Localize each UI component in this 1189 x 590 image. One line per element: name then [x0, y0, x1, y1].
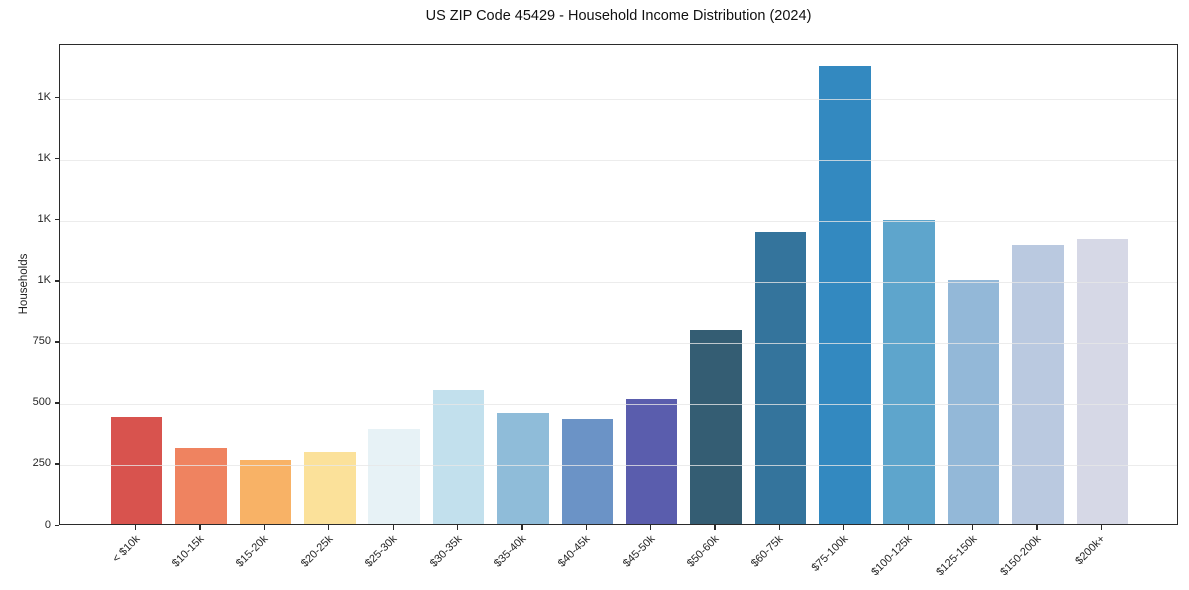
- y-tick-label-0: 0: [44, 518, 51, 531]
- bar-100-125k: [883, 219, 935, 524]
- bar-200k: [1076, 239, 1129, 524]
- bar-40-45k: [561, 418, 614, 524]
- bar-45-50k: [625, 399, 678, 524]
- bar-150-200k: [1012, 245, 1064, 524]
- y-tick-label-500: 500: [32, 396, 51, 409]
- gridline-1500: [60, 159, 1177, 161]
- plot-area: [59, 44, 1178, 525]
- x-tick-mark-1: [199, 525, 201, 530]
- y-tick-label-1250: 1K: [37, 213, 51, 226]
- x-tick-mark-6: [521, 525, 523, 530]
- y-tick-label-1000: 1K: [37, 274, 51, 287]
- y-tick-mark-750: [55, 341, 59, 343]
- chart-title: US ZIP Code 45429 - Household Income Dis…: [425, 8, 812, 24]
- bar-25-30k: [368, 428, 420, 524]
- x-tick-mark-9: [714, 525, 716, 530]
- y-tick-label-1500: 1K: [37, 152, 51, 165]
- bar-20-25k: [304, 451, 356, 524]
- y-tick-mark-1000: [55, 280, 59, 282]
- bar-30-35k: [432, 389, 485, 524]
- y-tick-label-750: 750: [32, 335, 51, 348]
- bar-60-75k: [754, 231, 807, 524]
- x-tick-mark-3: [328, 525, 330, 530]
- gridline-1750: [60, 98, 1177, 100]
- gridline-1250: [60, 220, 1177, 222]
- gridline-1000: [60, 281, 1177, 283]
- y-tick-mark-1250: [55, 219, 59, 221]
- bar-10-15k: [175, 447, 227, 524]
- x-tick-mark-0: [135, 525, 137, 530]
- x-tick-mark-2: [263, 525, 265, 530]
- bar-50-60k: [690, 329, 742, 524]
- x-tick-mark-11: [843, 525, 845, 530]
- bar-75-100k: [819, 65, 871, 524]
- y-tick-mark-500: [55, 402, 59, 404]
- bar-15-20k: [239, 459, 292, 524]
- bar-10k: [110, 416, 163, 524]
- x-tick-mark-8: [650, 525, 652, 530]
- x-tick-mark-7: [585, 525, 587, 530]
- x-tick-label-0: < $10k: [110, 533, 143, 566]
- y-tick-mark-250: [55, 463, 59, 465]
- x-tick-mark-5: [456, 525, 459, 530]
- x-tick-mark-14: [1036, 525, 1038, 530]
- bar-125-150k: [947, 280, 1000, 524]
- x-tick-mark-15: [1100, 525, 1102, 530]
- gridline-250: [60, 464, 1177, 466]
- gridline-750: [60, 342, 1177, 344]
- y-tick-mark-0: [55, 524, 59, 526]
- x-tick-mark-12: [907, 525, 909, 530]
- x-tick-mark-10: [778, 525, 781, 530]
- bar-35-40k: [497, 412, 549, 524]
- x-tick-mark-4: [392, 525, 394, 530]
- gridline-500: [60, 403, 1177, 405]
- y-tick-mark-1500: [55, 158, 59, 160]
- y-tick-mark-1750: [55, 97, 59, 99]
- x-tick-mark-13: [972, 525, 974, 530]
- y-tick-label-250: 250: [32, 457, 51, 470]
- y-tick-label-1750: 1K: [37, 91, 51, 104]
